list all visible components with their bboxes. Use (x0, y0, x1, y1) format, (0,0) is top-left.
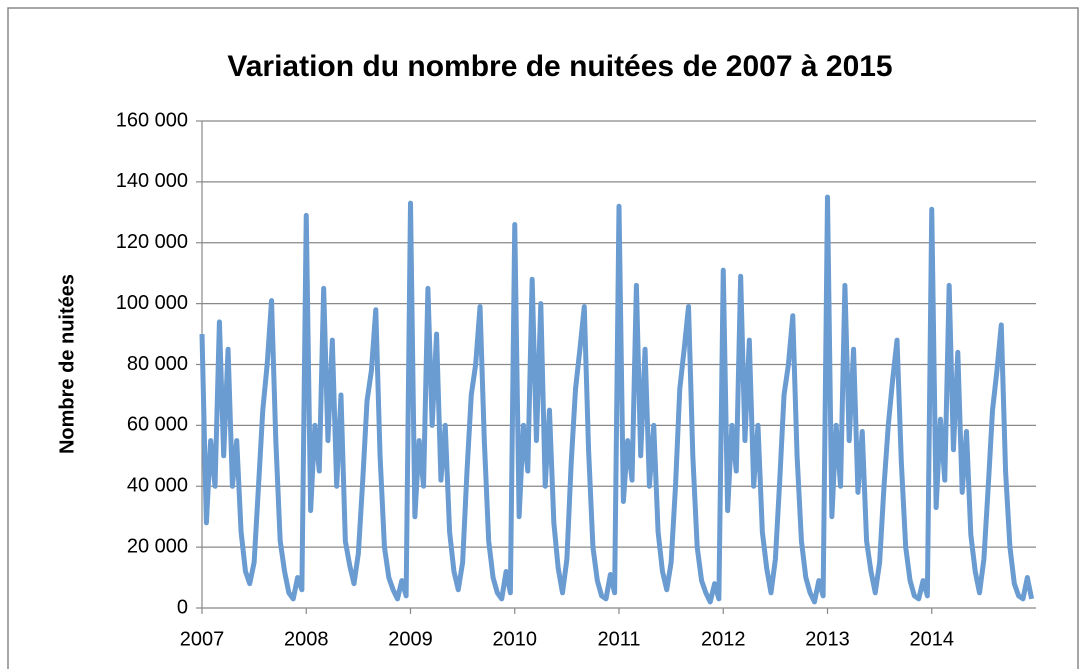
y-axis-label: Nombre de nuitées (56, 274, 78, 454)
x-tick-label: 2009 (388, 628, 433, 650)
y-tick-label: 0 (177, 596, 188, 618)
x-tick-label: 2010 (493, 628, 538, 650)
chart-title: Variation du nombre de nuitées de 2007 à… (227, 50, 892, 83)
y-tick-label: 100 000 (116, 292, 188, 314)
x-tick-label: 2007 (180, 628, 225, 650)
x-tick-label: 2011 (597, 628, 640, 650)
x-tick-label: 2012 (701, 628, 746, 650)
y-tick-label: 40 000 (127, 475, 188, 497)
y-tick-label: 140 000 (116, 170, 188, 192)
x-tick-label: 2014 (910, 628, 955, 650)
data-line (199, 194, 1035, 605)
y-tick-label: 160 000 (116, 109, 188, 131)
x-tick-label: 2013 (805, 628, 850, 650)
y-tick-label: 120 000 (116, 231, 188, 253)
y-tick-label: 80 000 (127, 353, 188, 375)
y-tick-label: 20 000 (127, 535, 188, 557)
x-tick-label: 2008 (284, 628, 329, 650)
y-tick-label: 60 000 (127, 414, 188, 436)
